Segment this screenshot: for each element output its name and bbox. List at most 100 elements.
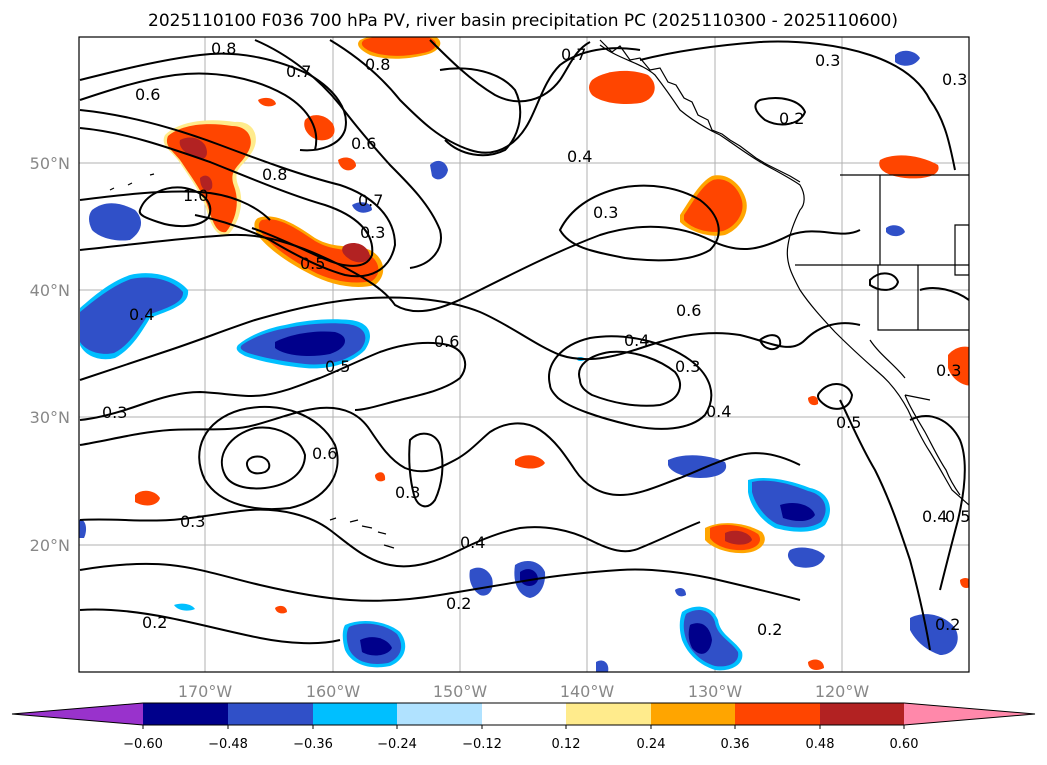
- hawaii-islands: [329, 517, 395, 549]
- contour-label: 0.7: [286, 62, 311, 81]
- lon-label-130w: 130°W: [688, 682, 743, 701]
- colorbar-tick-label: 0.60: [890, 737, 919, 752]
- precip-positive-zone: [879, 155, 939, 179]
- state-borders: [879, 175, 969, 276]
- contour-label: 0.6: [676, 301, 701, 320]
- pv-contour-line: [254, 39, 442, 269]
- aleutian-islands: [109, 173, 155, 191]
- precip-negative-zone: [910, 614, 958, 655]
- colorbar-tick-label: −0.12: [462, 737, 502, 752]
- contour-label: 1.0: [183, 186, 208, 205]
- pv-contour-line: [79, 52, 347, 152]
- colorbar-segment: [651, 703, 735, 725]
- contour-label: 0.2: [757, 620, 782, 639]
- colorbar-segment: [820, 703, 904, 725]
- contour-label: 0.4: [567, 147, 592, 166]
- precip-negative-zone: [174, 603, 195, 611]
- contour-label: 0.3: [942, 70, 967, 89]
- colorbar-segment: [313, 703, 397, 725]
- colorbar-segment: [143, 703, 228, 725]
- precip-positive-zone: [948, 346, 969, 386]
- precip-negative-zone: [79, 519, 87, 538]
- contour-label: 0.8: [365, 55, 390, 74]
- precip-negative-core: [275, 331, 346, 356]
- pv-contour-line: [439, 67, 522, 157]
- precip-negative-core: [688, 623, 712, 654]
- colorbar-tick-label: −0.48: [208, 737, 248, 752]
- precip-positive-zone: [338, 157, 356, 171]
- contour-label: 0.2: [779, 109, 804, 128]
- precip-negative-core: [360, 637, 392, 656]
- contour-label: 0.3: [815, 51, 840, 70]
- lat-label-20n: 20°N: [30, 536, 70, 555]
- pv-contour-line: [329, 39, 641, 154]
- pv-contour-line: [79, 608, 341, 645]
- precip-negative-zone: [675, 587, 686, 597]
- pv-contour-line: [429, 39, 591, 103]
- colorbar-segment: [735, 703, 820, 725]
- precip-positive-zone: [684, 179, 743, 232]
- precip-negative-zone: [80, 277, 184, 354]
- colorbar-segment: [397, 703, 482, 725]
- contour-labels: 0.8 0.6 0.7 0.8 0.7 0.3 0.3 0.2 0.6 0.4 …: [102, 39, 969, 639]
- contour-label: 0.4: [460, 533, 485, 552]
- pv-contour-line: [758, 334, 782, 351]
- pv-contour-line: [839, 399, 931, 651]
- precip-negative-zone: [787, 547, 825, 568]
- state-borders: [795, 264, 969, 331]
- colorbar-segment: [482, 703, 566, 725]
- pv-contour-line: [816, 383, 854, 410]
- precip-positive-zone: [960, 578, 969, 588]
- colorbar-tick-label: 0.12: [552, 737, 581, 752]
- contour-label: 0.7: [358, 191, 383, 210]
- pv-contour-line: [198, 405, 339, 511]
- pv-contour-line: [246, 455, 271, 475]
- colorbar-tick-label: −0.24: [377, 737, 417, 752]
- precip-positive-zone: [258, 219, 379, 283]
- pv-contour-line: [578, 350, 681, 407]
- pv-contours: [79, 39, 969, 651]
- contour-label: 0.4: [624, 331, 649, 350]
- contour-label: 0.2: [446, 594, 471, 613]
- contour-label: 0.3: [593, 203, 618, 222]
- contour-label: 0.6: [434, 332, 459, 351]
- pv-contour-line: [639, 40, 956, 171]
- precip-negative-zone: [596, 660, 609, 672]
- precip-negative-core: [780, 503, 815, 522]
- colorbar-tick-label: 0.36: [721, 737, 750, 752]
- colorbar-tick-label: 0.24: [637, 737, 666, 752]
- precip-negative-zone: [430, 160, 448, 180]
- pv-contour-line: [408, 432, 444, 508]
- pv-contour-line: [919, 287, 969, 301]
- lat-label-30n: 30°N: [30, 408, 70, 427]
- latitude-labels: 50°N 40°N 30°N 20°N: [30, 154, 70, 555]
- precip-positive-core: [342, 243, 370, 263]
- colorbar-extend-high: [904, 703, 1035, 725]
- pv-contour-line: [869, 272, 900, 291]
- contour-label: 0.8: [211, 39, 236, 58]
- precip-positive-zone: [135, 490, 160, 506]
- precip-positive-zone: [515, 455, 545, 469]
- precip-positive-zone: [808, 396, 819, 406]
- lon-label-120w: 120°W: [815, 682, 870, 701]
- pv-contour-line: [79, 225, 861, 313]
- contour-label: 0.3: [180, 512, 205, 531]
- contour-label: 0.6: [312, 444, 337, 463]
- map-frame: [78, 36, 970, 673]
- precip-negative-zone: [886, 225, 905, 237]
- coastlines: [109, 39, 969, 549]
- pv-contour-line: [79, 127, 374, 267]
- contour-label: 0.2: [142, 613, 167, 632]
- pv-contour-line: [79, 109, 397, 278]
- colorbar-tick-label: 0.48: [806, 737, 835, 752]
- lat-label-50n: 50°N: [30, 154, 70, 173]
- precip-positive-zone: [361, 37, 436, 56]
- lon-label-140w: 140°W: [560, 682, 615, 701]
- lon-label-160w: 160°W: [306, 682, 361, 701]
- precip-positive-zone: [258, 97, 276, 107]
- contour-label: 0.3: [936, 361, 961, 380]
- contour-label: 0.4: [706, 402, 731, 421]
- lat-label-40n: 40°N: [30, 281, 70, 300]
- pv-contour-line: [558, 184, 720, 262]
